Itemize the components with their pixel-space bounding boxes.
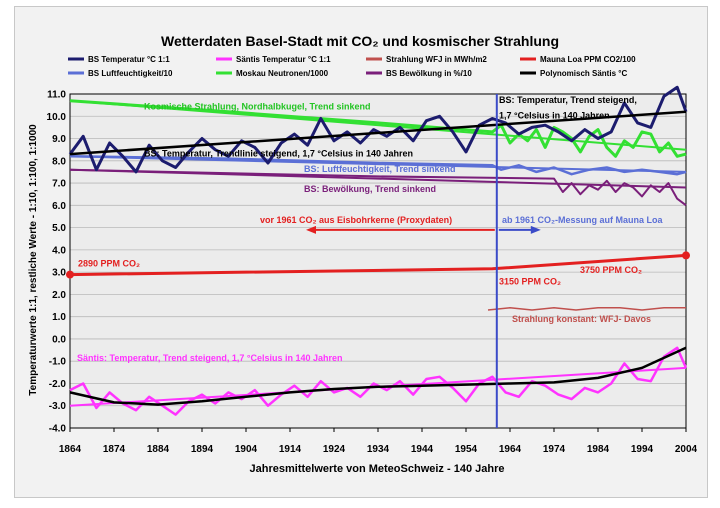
annotation: Kosmische Strahlung, Nordhalbkugel, Tren… [144, 102, 371, 112]
annotation: BS: Temperatur, Trendlinie steigend, 1,7… [144, 148, 413, 158]
x-tick-label: 1994 [631, 444, 654, 455]
y-tick-label: 3.0 [52, 268, 66, 279]
measurement-arrowhead [530, 225, 541, 234]
series-line-mauna-loa-ppm-co2-100 [69, 253, 687, 277]
y-tick-label: -3.0 [49, 401, 67, 412]
annotation: BS: Temperatur, Trend steigend, [499, 95, 637, 105]
legend-label: BS Luftfeuchtigkeit/10 [88, 69, 173, 78]
y-tick-label: -4.0 [49, 424, 67, 435]
x-tick-label: 1924 [323, 444, 346, 455]
y-tick-label: 11.0 [47, 90, 66, 101]
series-line-strahlung-wfj-in-mwh-m2 [487, 307, 686, 311]
x-tick-label: 1904 [235, 444, 258, 455]
plot-area: 11.0 10.0 9.0 8.0 7.0 6.0 5.0 4.0 3.0 2.0 1.0 0.0 -1… [47, 85, 698, 455]
annotation: vor 1961 CO₂ aus Eisbohrkerne (Proxydate… [260, 215, 452, 225]
legend-label: Polynomisch Säntis °C [540, 69, 627, 78]
legend-label: Mauna Loa PPM CO2/100 [540, 55, 636, 64]
y-tick-label: 4.0 [52, 245, 66, 256]
x-tick-label: 1934 [367, 444, 390, 455]
annotation: ab 1961 CO₂-Messung auf Mauna Loa [502, 215, 664, 225]
y-tick-label: 1.0 [52, 312, 66, 323]
series-line-neutronen-trend [69, 99, 687, 151]
y-tick-label: 9.0 [52, 134, 66, 145]
series-line-luftfeuchtigkeit-trend [69, 155, 687, 173]
x-tick-label: 1884 [147, 444, 170, 455]
chart-title: Wetterdaten Basel-Stadt mit CO₂ und kosm… [161, 33, 559, 49]
series-line-moskau-neutronen-1000 [69, 99, 687, 158]
series-line-bew-lkung-trend [69, 168, 687, 189]
x-tick-label: 1974 [543, 444, 566, 455]
annotation: BS: Bewölkung, Trend sinkend [304, 184, 436, 194]
legend-label: BS Bewölkung in %/10 [386, 69, 472, 78]
x-tick-label: 1964 [499, 444, 522, 455]
y-tick-label: -1.0 [49, 357, 67, 368]
y-tick-label: 7.0 [52, 179, 66, 190]
legend-label: Moskau Neutronen/1000 [236, 69, 329, 78]
annotation: 3750 PPM CO₂ [580, 265, 642, 275]
legend-label: BS Temperatur °C 1:1 [88, 55, 170, 64]
y-tick-label: -2.0 [49, 379, 67, 390]
proxy-arrowhead [306, 225, 316, 234]
x-tick-label: 2004 [675, 444, 698, 455]
x-tick-label: 1914 [279, 444, 302, 455]
x-tick-label: 1984 [587, 444, 610, 455]
y-axis-label: Temperaturwerte 1:1, restliche Werte - 1… [28, 124, 39, 396]
annotation: BS: Luftfeuchtigkeit, Trend sinkend [304, 164, 456, 174]
x-tick-label: 1894 [191, 444, 214, 455]
annotation: Strahlung konstant: WFJ- Davos [512, 314, 651, 324]
x-tick-label: 1874 [103, 444, 126, 455]
y-tick-label: 5.0 [52, 223, 66, 234]
co2-data-point [682, 251, 690, 260]
annotation: Säntis: Temperatur, Trend steigend, 1,7 … [77, 353, 343, 363]
y-tick-label: 0.0 [52, 334, 66, 345]
x-tick-label: 1954 [455, 444, 478, 455]
y-tick-label: 8.0 [52, 156, 66, 167]
x-axis-label: Jahresmittelwerte von MeteoSchweiz - 140… [250, 463, 505, 475]
legend: BS Temperatur °C 1:1 Säntis Temperatur °C… [68, 55, 636, 78]
legend-label: Säntis Temperatur °C 1:1 [236, 55, 331, 64]
co2-data-point [66, 270, 74, 279]
annotation: 3150 PPM CO₂ [499, 276, 561, 286]
plot-border [69, 93, 687, 429]
annotation: 2890 PPM CO₂ [78, 259, 140, 269]
y-tick-label: 10.0 [47, 112, 67, 123]
series-line-bs-bew-lkung-in-10 [69, 168, 687, 207]
annotation: 1,7 °Celsius in 140 Jahren [499, 110, 610, 120]
x-tick-label: 1944 [411, 444, 434, 455]
series-line-polynomisch-s-ntis-c [69, 346, 687, 406]
legend-label: Strahlung WFJ in MWh/m2 [386, 55, 487, 64]
x-tick-label: 1864 [59, 444, 82, 455]
y-tick-label: 2.0 [52, 290, 66, 301]
y-tick-label: 6.0 [52, 201, 66, 212]
series-line-bs-trend [69, 110, 687, 156]
